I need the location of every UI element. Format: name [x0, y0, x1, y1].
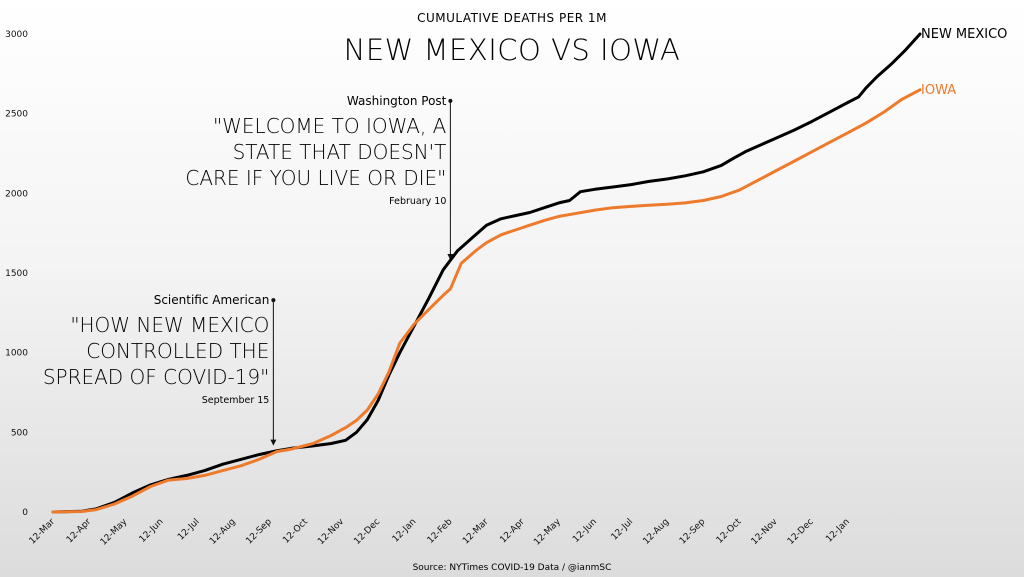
annotation-source: Scientific American	[154, 293, 270, 307]
annotation-quote-line: "HOW NEW MEXICO	[70, 313, 269, 337]
annotation-arrow	[447, 254, 454, 261]
x-tick-label: 12-Dec	[352, 517, 382, 547]
x-tick-label: 12-Aug	[641, 517, 671, 547]
annotation-source: Washington Post	[347, 94, 447, 108]
x-tick-label: 12-Nov	[316, 517, 346, 547]
x-tick-label: 12-Mar	[28, 517, 58, 547]
y-tick-label: 2000	[5, 189, 28, 199]
chart-source: Source: NYTimes COVID-19 Data / @ianmSC	[413, 563, 612, 573]
series-labels: NEW MEXICO IOWA	[921, 27, 1007, 98]
x-tick-label: 12-Sep	[244, 517, 274, 547]
x-tick-label: 12-Jan	[391, 517, 419, 545]
series-line-new-mexico	[51, 32, 922, 514]
x-axis: 12-Mar 12-Apr 12-May 12-Jun 12-Jul 12-Aug 12-S…	[28, 517, 852, 548]
y-tick-label: 0	[22, 508, 28, 518]
x-tick-label: 12-Jul	[610, 517, 636, 543]
x-tick-label: 12-May	[99, 517, 130, 548]
x-tick-label: 12-Nov	[750, 517, 780, 547]
series-line-iowa	[51, 88, 922, 514]
annotation-date: February 10	[389, 196, 446, 207]
x-tick-label: 12-Apr	[498, 517, 527, 546]
x-tick-label: 12-Dec	[786, 517, 816, 547]
annotation-dot	[271, 298, 276, 303]
x-tick-label: 12-Sep	[678, 517, 708, 547]
x-tick-label: 12-Apr	[65, 517, 94, 546]
annotation-quote-line: SPREAD OF COVID-19"	[43, 365, 270, 389]
chart-subtitle: CUMULATIVE DEATHS PER 1M	[417, 11, 607, 25]
annotation-quote-line: STATE THAT DOESN'T	[233, 140, 447, 164]
annotation-quote-line: "WELCOME TO IOWA, A	[213, 114, 447, 138]
annotation-arrow	[270, 439, 277, 446]
annotations: Washington Post "WELCOME TO IOWA, ASTATE …	[43, 94, 454, 446]
y-tick-label: 500	[11, 428, 28, 438]
series-group	[51, 32, 922, 514]
x-tick-label: 12-Aug	[208, 517, 238, 547]
annotation-dot	[448, 98, 453, 103]
x-tick-label: 12-May	[532, 517, 563, 548]
y-axis: 0 500 1000 1500 2000 2500 3000	[5, 30, 28, 518]
x-tick-label: 12-Jul	[176, 517, 202, 543]
y-tick-label: 2500	[5, 110, 28, 120]
annotation-date: September 15	[202, 395, 270, 406]
x-tick-label: 12-Oct	[715, 517, 744, 546]
chart-title: NEW MEXICO VS IOWA	[344, 33, 681, 67]
x-tick-label: 12-Jun	[571, 517, 599, 545]
y-tick-label: 1000	[5, 349, 28, 359]
x-tick-label: 12-Feb	[426, 517, 455, 546]
annotation-quote-line: CONTROLLED THE	[86, 339, 269, 363]
x-tick-label: 12-Jun	[138, 517, 166, 545]
series-label: NEW MEXICO	[921, 27, 1007, 42]
y-tick-label: 1500	[5, 269, 28, 279]
annotation-quote-line: CARE IF YOU LIVE OR DIE"	[185, 166, 446, 190]
y-tick-label: 3000	[5, 30, 28, 40]
x-tick-label: 12-Jan	[824, 517, 852, 545]
series-label: IOWA	[921, 83, 956, 98]
x-tick-label: 12-Mar	[461, 517, 491, 547]
x-tick-label: 12-Oct	[281, 517, 310, 546]
